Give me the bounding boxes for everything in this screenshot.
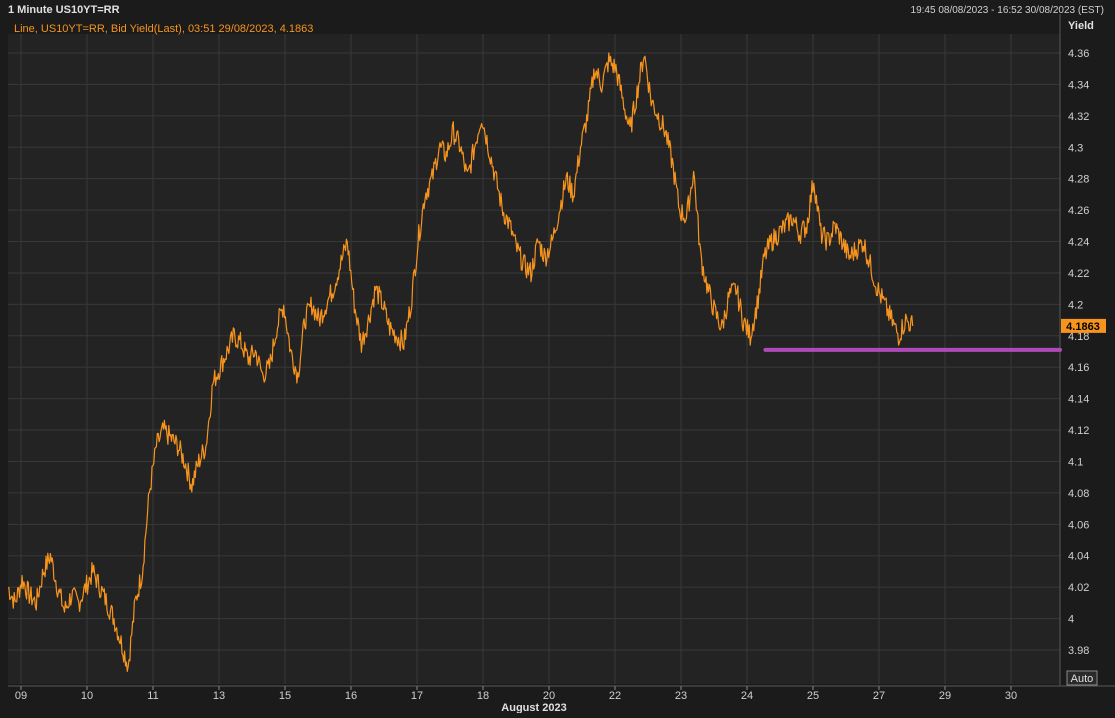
- x-tick-label: 09: [15, 690, 27, 702]
- y-tick-label: 4.14: [1068, 394, 1089, 406]
- y-tick-label: 4.36: [1068, 48, 1089, 60]
- x-tick-label: 17: [411, 690, 423, 702]
- y-tick-label: 4.26: [1068, 205, 1089, 217]
- yield-line: [7, 52, 914, 673]
- y-tick-label: 4.16: [1068, 362, 1089, 374]
- x-tick-label: 10: [81, 690, 93, 702]
- y-tick-label: 4.08: [1068, 488, 1089, 500]
- chart-title: 1 Minute US10YT=RR: [8, 4, 120, 16]
- date-range: 19:45 08/08/2023 - 16:52 30/08/2023 (EST…: [911, 5, 1104, 16]
- last-value-badge-bg: [1061, 318, 1106, 333]
- y-tick-label: 4.1: [1068, 456, 1083, 468]
- y-tick-label: 4.12: [1068, 425, 1089, 437]
- y-ticks: 3.98 4 4.02 4.04 4.06 4.08 4.1 4.12 4.14 4.16 4.18…: [1068, 48, 1089, 657]
- x-tick-label: 27: [873, 690, 885, 702]
- y-tick-label: 4: [1068, 614, 1074, 626]
- y-tick-label: 4.22: [1068, 268, 1089, 280]
- x-tick-label: 18: [477, 690, 489, 702]
- x-tick-label: 29: [939, 690, 951, 702]
- y-tick-label: 4.28: [1068, 174, 1089, 186]
- x-tick-label: 11: [147, 690, 158, 702]
- plot-area: [8, 34, 1060, 684]
- x-tick-label: 16: [345, 690, 357, 702]
- y-tick-label: 4.18: [1068, 331, 1089, 343]
- y-tick-label: 4.24: [1068, 237, 1089, 249]
- y-axis-label: Yield: [1068, 20, 1094, 32]
- x-tick-label: 23: [675, 690, 687, 702]
- x-tick-label: 30: [1005, 690, 1017, 702]
- x-tick-label: 15: [279, 690, 291, 702]
- y-tick-label: 4.06: [1068, 519, 1089, 531]
- y-tick-label: 4.34: [1068, 79, 1089, 91]
- auto-scale-button[interactable]: Auto: [1066, 670, 1098, 686]
- x-tick-label: 22: [609, 690, 621, 702]
- x-ticks: 09 10 11 13 15 16 17 18 20 22 23 24 25 27 29 30: [15, 686, 1017, 702]
- x-tick-label: 25: [807, 690, 819, 702]
- auto-scale-button-bg[interactable]: [1066, 670, 1098, 686]
- last-value-badge: 4.1863: [1061, 318, 1106, 333]
- last-value-label: 4.1863: [1066, 321, 1100, 333]
- x-axis-label: August 2023: [501, 702, 566, 713]
- y-tick-label: 4.3: [1068, 142, 1083, 154]
- y-tick-label: 4.02: [1068, 582, 1089, 594]
- series-layer: [7, 52, 1062, 673]
- x-tick-label: 20: [543, 690, 555, 702]
- legend-text: Line, US10YT=RR, Bid Yield(Last), 03:51 …: [14, 23, 313, 35]
- y-tick-label: 3.98: [1068, 645, 1089, 657]
- grid: [8, 34, 1060, 684]
- auto-scale-label[interactable]: Auto: [1071, 673, 1094, 685]
- y-tick-label: 4.04: [1068, 551, 1089, 563]
- x-tick-label: 13: [213, 690, 225, 702]
- x-tick-label: 24: [741, 690, 753, 702]
- y-tick-label: 4.2: [1068, 299, 1083, 311]
- y-tick-label: 4.32: [1068, 111, 1089, 123]
